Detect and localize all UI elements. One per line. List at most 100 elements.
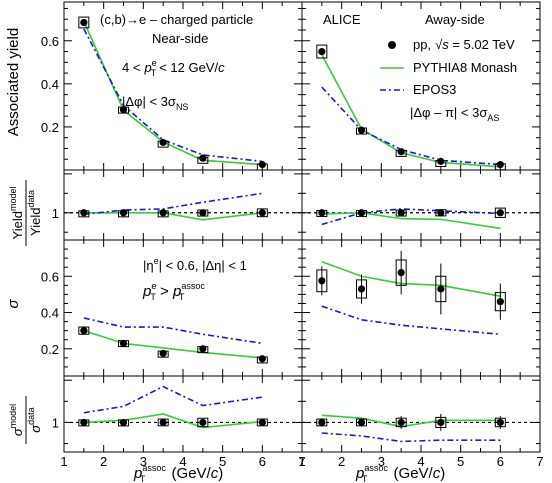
panel-yield-near-side: 0.2 0.4 0.6 <box>41 1 303 171</box>
data-point <box>397 418 405 427</box>
series-pythia-line <box>83 413 263 429</box>
y-axis-title-yield: Associated yield <box>5 28 22 136</box>
data-point <box>357 126 366 134</box>
svg-text:σdata: σdata <box>26 407 43 432</box>
panel-frame <box>301 239 541 377</box>
process-label: (c,b)→e – charged particle <box>100 12 253 27</box>
panel-width-near-side: 0.2 0.4 0.6 <box>41 239 303 377</box>
x-tick-label: 1 <box>60 454 67 469</box>
away-side-label: Away-side <box>425 12 485 27</box>
data-point <box>496 418 504 427</box>
alice-label: ALICE <box>323 12 361 27</box>
series-pythia-line <box>321 211 501 230</box>
x-axis-title-near: passoc T (GeV/c) <box>133 463 223 483</box>
panel-width-ratio-away-side: 1 2 3 4 5 6 7 <box>298 375 544 469</box>
data-point <box>258 209 266 217</box>
syst-box <box>435 275 447 303</box>
x-tick-label: 6 <box>259 454 266 469</box>
panel-yield-ratio-away-side <box>301 169 541 241</box>
syst-box <box>494 417 506 428</box>
y-axis-title-width: σ <box>5 299 22 309</box>
trigger-pt-range: 4 < pe T < 12 GeV/c <box>122 58 225 78</box>
data-point <box>159 138 167 147</box>
y-tick-label: 0.6 <box>41 269 59 284</box>
panel-width-ratio-near-side: 1 1 2 3 4 5 6 7 <box>52 375 306 469</box>
data-point <box>397 209 405 217</box>
syst-box <box>78 16 90 29</box>
series-epos-line <box>321 305 501 336</box>
x-tick-label: 7 <box>298 454 305 469</box>
series-epos-line <box>321 86 501 166</box>
legend-epos-label: EPOS3 <box>413 82 456 97</box>
data-point <box>119 209 128 217</box>
data-point <box>496 161 504 169</box>
away-side-dphi-cut: |Δφ – π| < 3σAS <box>410 105 499 123</box>
data-point <box>199 209 207 217</box>
data-point <box>397 269 405 277</box>
syst-box <box>197 417 209 428</box>
data-point <box>318 209 326 217</box>
data-point <box>357 285 366 293</box>
data-point <box>397 148 405 156</box>
data-point <box>318 418 326 427</box>
data-point <box>496 209 504 217</box>
near-side-dphi-cut: |Δφ| < 3σNS <box>122 94 188 112</box>
data-point <box>258 418 266 427</box>
x-tick-label: 6 <box>497 454 504 469</box>
data-point <box>437 285 445 293</box>
y-tick-label: 0.2 <box>41 342 59 357</box>
syst-box <box>316 44 328 59</box>
series-pythia-line <box>83 211 263 221</box>
data-point <box>258 161 266 169</box>
panel-width-away-side <box>301 239 541 377</box>
data-point <box>119 106 128 114</box>
data-point <box>357 209 366 217</box>
data-point <box>119 339 128 347</box>
y-tick-label: 0.4 <box>41 77 59 92</box>
data-point <box>159 349 167 357</box>
y-tick-label: 0.2 <box>41 120 59 135</box>
y-axis-title-width-ratio: σmodel σdata <box>8 396 43 444</box>
x-tick-label: 5 <box>457 454 464 469</box>
series-epos-line <box>321 432 501 443</box>
x-tick-label: 3 <box>378 454 385 469</box>
data-point <box>199 418 207 427</box>
series-epos-line <box>321 208 501 226</box>
pt-ordering-label: pe T > passoc T <box>142 281 205 302</box>
legend-data-label: pp, √s = 5.02 TeV <box>413 37 515 52</box>
x-axis-title-away: passoc T (GeV/c) <box>355 463 445 483</box>
panel-yield-ratio-near-side: 1 <box>52 169 303 241</box>
y-tick-label: 1 <box>52 206 59 221</box>
series-pythia-line <box>321 414 501 428</box>
panel-frame <box>63 375 303 453</box>
syst-box <box>435 416 447 429</box>
data-point <box>496 298 504 306</box>
data-point <box>437 418 445 427</box>
svg-text:σmodel: σmodel <box>8 404 25 436</box>
data-point <box>258 355 266 363</box>
x-tick-label: 4 <box>417 454 424 469</box>
panel-frame <box>63 1 303 171</box>
data-point <box>318 47 326 56</box>
data-point <box>357 418 366 427</box>
x-tick-label: 5 <box>219 454 226 469</box>
data-point <box>80 18 88 27</box>
series-pythia-line <box>83 329 263 359</box>
svg-text:Yieldmodel: Yieldmodel <box>8 187 25 240</box>
panel-yield-away-side <box>301 1 541 171</box>
syst-box <box>395 417 407 428</box>
syst-box <box>316 269 328 293</box>
data-point <box>80 418 88 427</box>
syst-box <box>256 208 268 218</box>
series-pythia-line <box>321 261 501 298</box>
syst-box <box>356 279 367 299</box>
svg-text:Yielddata: Yielddata <box>26 190 43 236</box>
x-tick-label: 1 <box>298 454 305 469</box>
data-point <box>80 209 88 217</box>
series-epos-line <box>83 28 263 163</box>
series-epos-line <box>83 317 263 345</box>
syst-box <box>78 326 90 335</box>
x-tick-label: 2 <box>338 454 345 469</box>
x-tick-label: 4 <box>179 454 186 469</box>
